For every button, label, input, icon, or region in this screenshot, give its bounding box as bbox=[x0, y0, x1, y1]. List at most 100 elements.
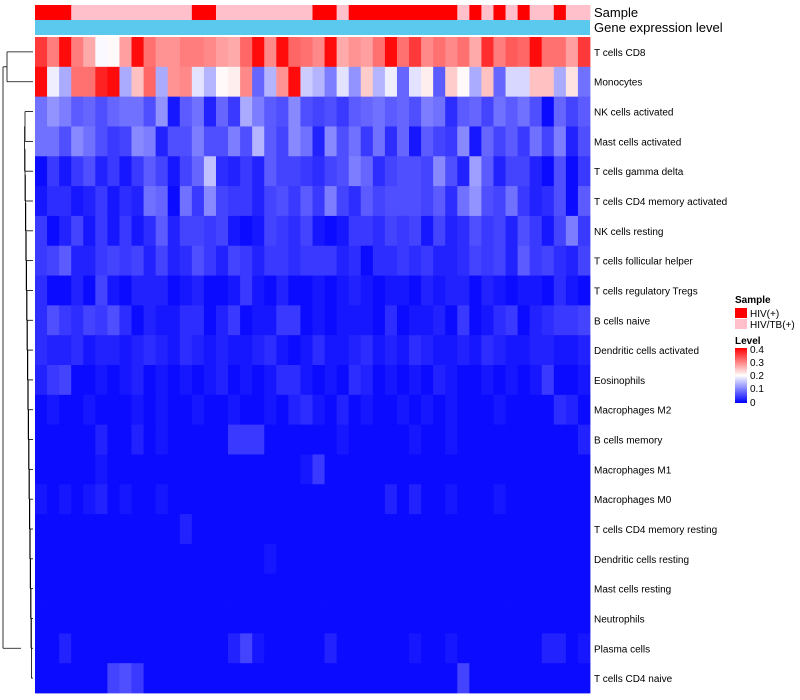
heatmap-cell bbox=[119, 275, 132, 306]
heatmap-cell bbox=[529, 543, 543, 575]
heatmap-cell bbox=[553, 484, 567, 515]
heatmap-cell bbox=[300, 156, 313, 187]
heatmap-cell bbox=[83, 186, 96, 217]
heatmap-cell bbox=[288, 365, 301, 396]
row-label: Macrophages M2 bbox=[594, 406, 672, 417]
heatmap-cell bbox=[445, 66, 458, 98]
heatmap-cell bbox=[300, 186, 313, 217]
heatmap-cell bbox=[409, 394, 422, 426]
heatmap-cell bbox=[47, 305, 60, 336]
heatmap-cell bbox=[348, 66, 362, 98]
heatmap-cell bbox=[481, 543, 494, 575]
sample-annotation-cell bbox=[469, 5, 482, 20]
heatmap-cell bbox=[396, 186, 410, 217]
heatmap-cell bbox=[300, 484, 313, 515]
heatmap-cell bbox=[324, 424, 338, 455]
heatmap-cell bbox=[59, 454, 72, 485]
heatmap-cell bbox=[312, 96, 325, 127]
heatmap-cell bbox=[493, 275, 506, 306]
heatmap-cell bbox=[203, 663, 217, 694]
heatmap-cell bbox=[396, 543, 410, 575]
heatmap-cell bbox=[529, 275, 543, 306]
heatmap-cell bbox=[409, 603, 422, 634]
heatmap-cell bbox=[541, 573, 555, 604]
heatmap-cell bbox=[252, 454, 265, 485]
heatmap-cell bbox=[360, 424, 374, 455]
heatmap-cell bbox=[71, 126, 84, 157]
heatmap-cell bbox=[396, 514, 410, 545]
heatmap-cell bbox=[493, 394, 506, 426]
heatmap-cell bbox=[59, 156, 72, 187]
heatmap-cell bbox=[131, 663, 144, 694]
heatmap-cell bbox=[167, 96, 181, 127]
heatmap-cell bbox=[47, 215, 60, 247]
heatmap-cell bbox=[107, 603, 120, 634]
level-tick-0.1: 0.1 bbox=[750, 384, 764, 395]
heatmap-cell bbox=[288, 335, 301, 366]
heatmap-cell bbox=[95, 275, 108, 306]
heatmap-cell bbox=[47, 245, 60, 276]
heatmap-cell bbox=[252, 514, 265, 545]
heatmap-cell bbox=[107, 66, 120, 98]
heatmap-cell bbox=[276, 633, 289, 664]
heatmap-cell bbox=[541, 335, 555, 366]
heatmap-cell bbox=[240, 275, 253, 306]
heatmap-cell bbox=[264, 603, 277, 634]
sample-annotation-cell bbox=[191, 5, 205, 20]
row-label: Mast cells resting bbox=[594, 585, 671, 596]
heatmap-cell bbox=[529, 335, 543, 366]
heatmap-cell bbox=[348, 365, 362, 396]
heatmap-cell bbox=[529, 305, 543, 336]
heatmap-cell bbox=[457, 514, 470, 545]
heatmap-cell bbox=[240, 245, 253, 276]
heatmap-cell bbox=[215, 394, 229, 426]
heatmap-cell bbox=[71, 96, 84, 127]
heatmap-cell bbox=[240, 37, 253, 68]
sample-annotation-cell bbox=[324, 5, 338, 20]
heatmap-cell bbox=[228, 156, 241, 187]
heatmap-cell bbox=[541, 215, 555, 247]
heatmap-cell bbox=[300, 663, 313, 694]
heatmap-cell bbox=[203, 573, 217, 604]
row-label: T cells gamma delta bbox=[594, 167, 684, 178]
row-label: Dendritic cells resting bbox=[594, 555, 689, 566]
heatmap-cell bbox=[119, 245, 132, 276]
heatmap-cell bbox=[107, 126, 120, 157]
heatmap-cell bbox=[228, 394, 241, 426]
heatmap-cell bbox=[312, 573, 325, 604]
heatmap-cell bbox=[445, 663, 458, 694]
heatmap-cell bbox=[445, 96, 458, 127]
heatmap-cell bbox=[228, 186, 241, 217]
heatmap-cell bbox=[228, 126, 241, 157]
heatmap-cell bbox=[252, 215, 265, 247]
heatmap-cell bbox=[384, 215, 398, 247]
legend-swatch-hiv-tb bbox=[735, 319, 747, 329]
heatmap-cell bbox=[252, 275, 265, 306]
heatmap-cell bbox=[228, 603, 241, 634]
heatmap-cell bbox=[191, 663, 205, 694]
heatmap-cell bbox=[119, 215, 132, 247]
heatmap-cell bbox=[264, 245, 277, 276]
heatmap-cell bbox=[529, 66, 543, 98]
sample-annotation-cell bbox=[155, 5, 169, 20]
heatmap-cell bbox=[107, 275, 120, 306]
heatmap-cell bbox=[336, 514, 350, 545]
heatmap-cell bbox=[372, 454, 386, 485]
heatmap-cell bbox=[577, 514, 591, 545]
heatmap-cell bbox=[276, 66, 289, 98]
heatmap-cell bbox=[541, 96, 555, 127]
heatmap-cell bbox=[143, 394, 157, 426]
heatmap-cell bbox=[71, 424, 84, 455]
heatmap-cell bbox=[505, 424, 519, 455]
heatmap-cell bbox=[384, 126, 398, 157]
heatmap-cell bbox=[59, 394, 72, 426]
sample-annotation-cell bbox=[396, 5, 410, 20]
heatmap-cell bbox=[481, 275, 494, 306]
heatmap-cell bbox=[469, 573, 482, 604]
sample-annotation-cell bbox=[300, 5, 313, 20]
heatmap-cell bbox=[143, 245, 157, 276]
heatmap-cell bbox=[445, 633, 458, 664]
heatmap-cell bbox=[505, 96, 519, 127]
sample-annotation-cell bbox=[481, 5, 494, 20]
heatmap-cell bbox=[457, 424, 470, 455]
